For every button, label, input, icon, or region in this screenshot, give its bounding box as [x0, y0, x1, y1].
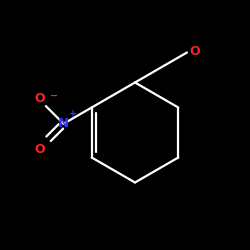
- Text: +: +: [69, 109, 77, 119]
- Text: −: −: [50, 91, 58, 101]
- Text: N: N: [58, 117, 69, 130]
- Text: O: O: [189, 45, 200, 58]
- Text: O: O: [34, 92, 45, 105]
- Text: O: O: [34, 143, 45, 156]
